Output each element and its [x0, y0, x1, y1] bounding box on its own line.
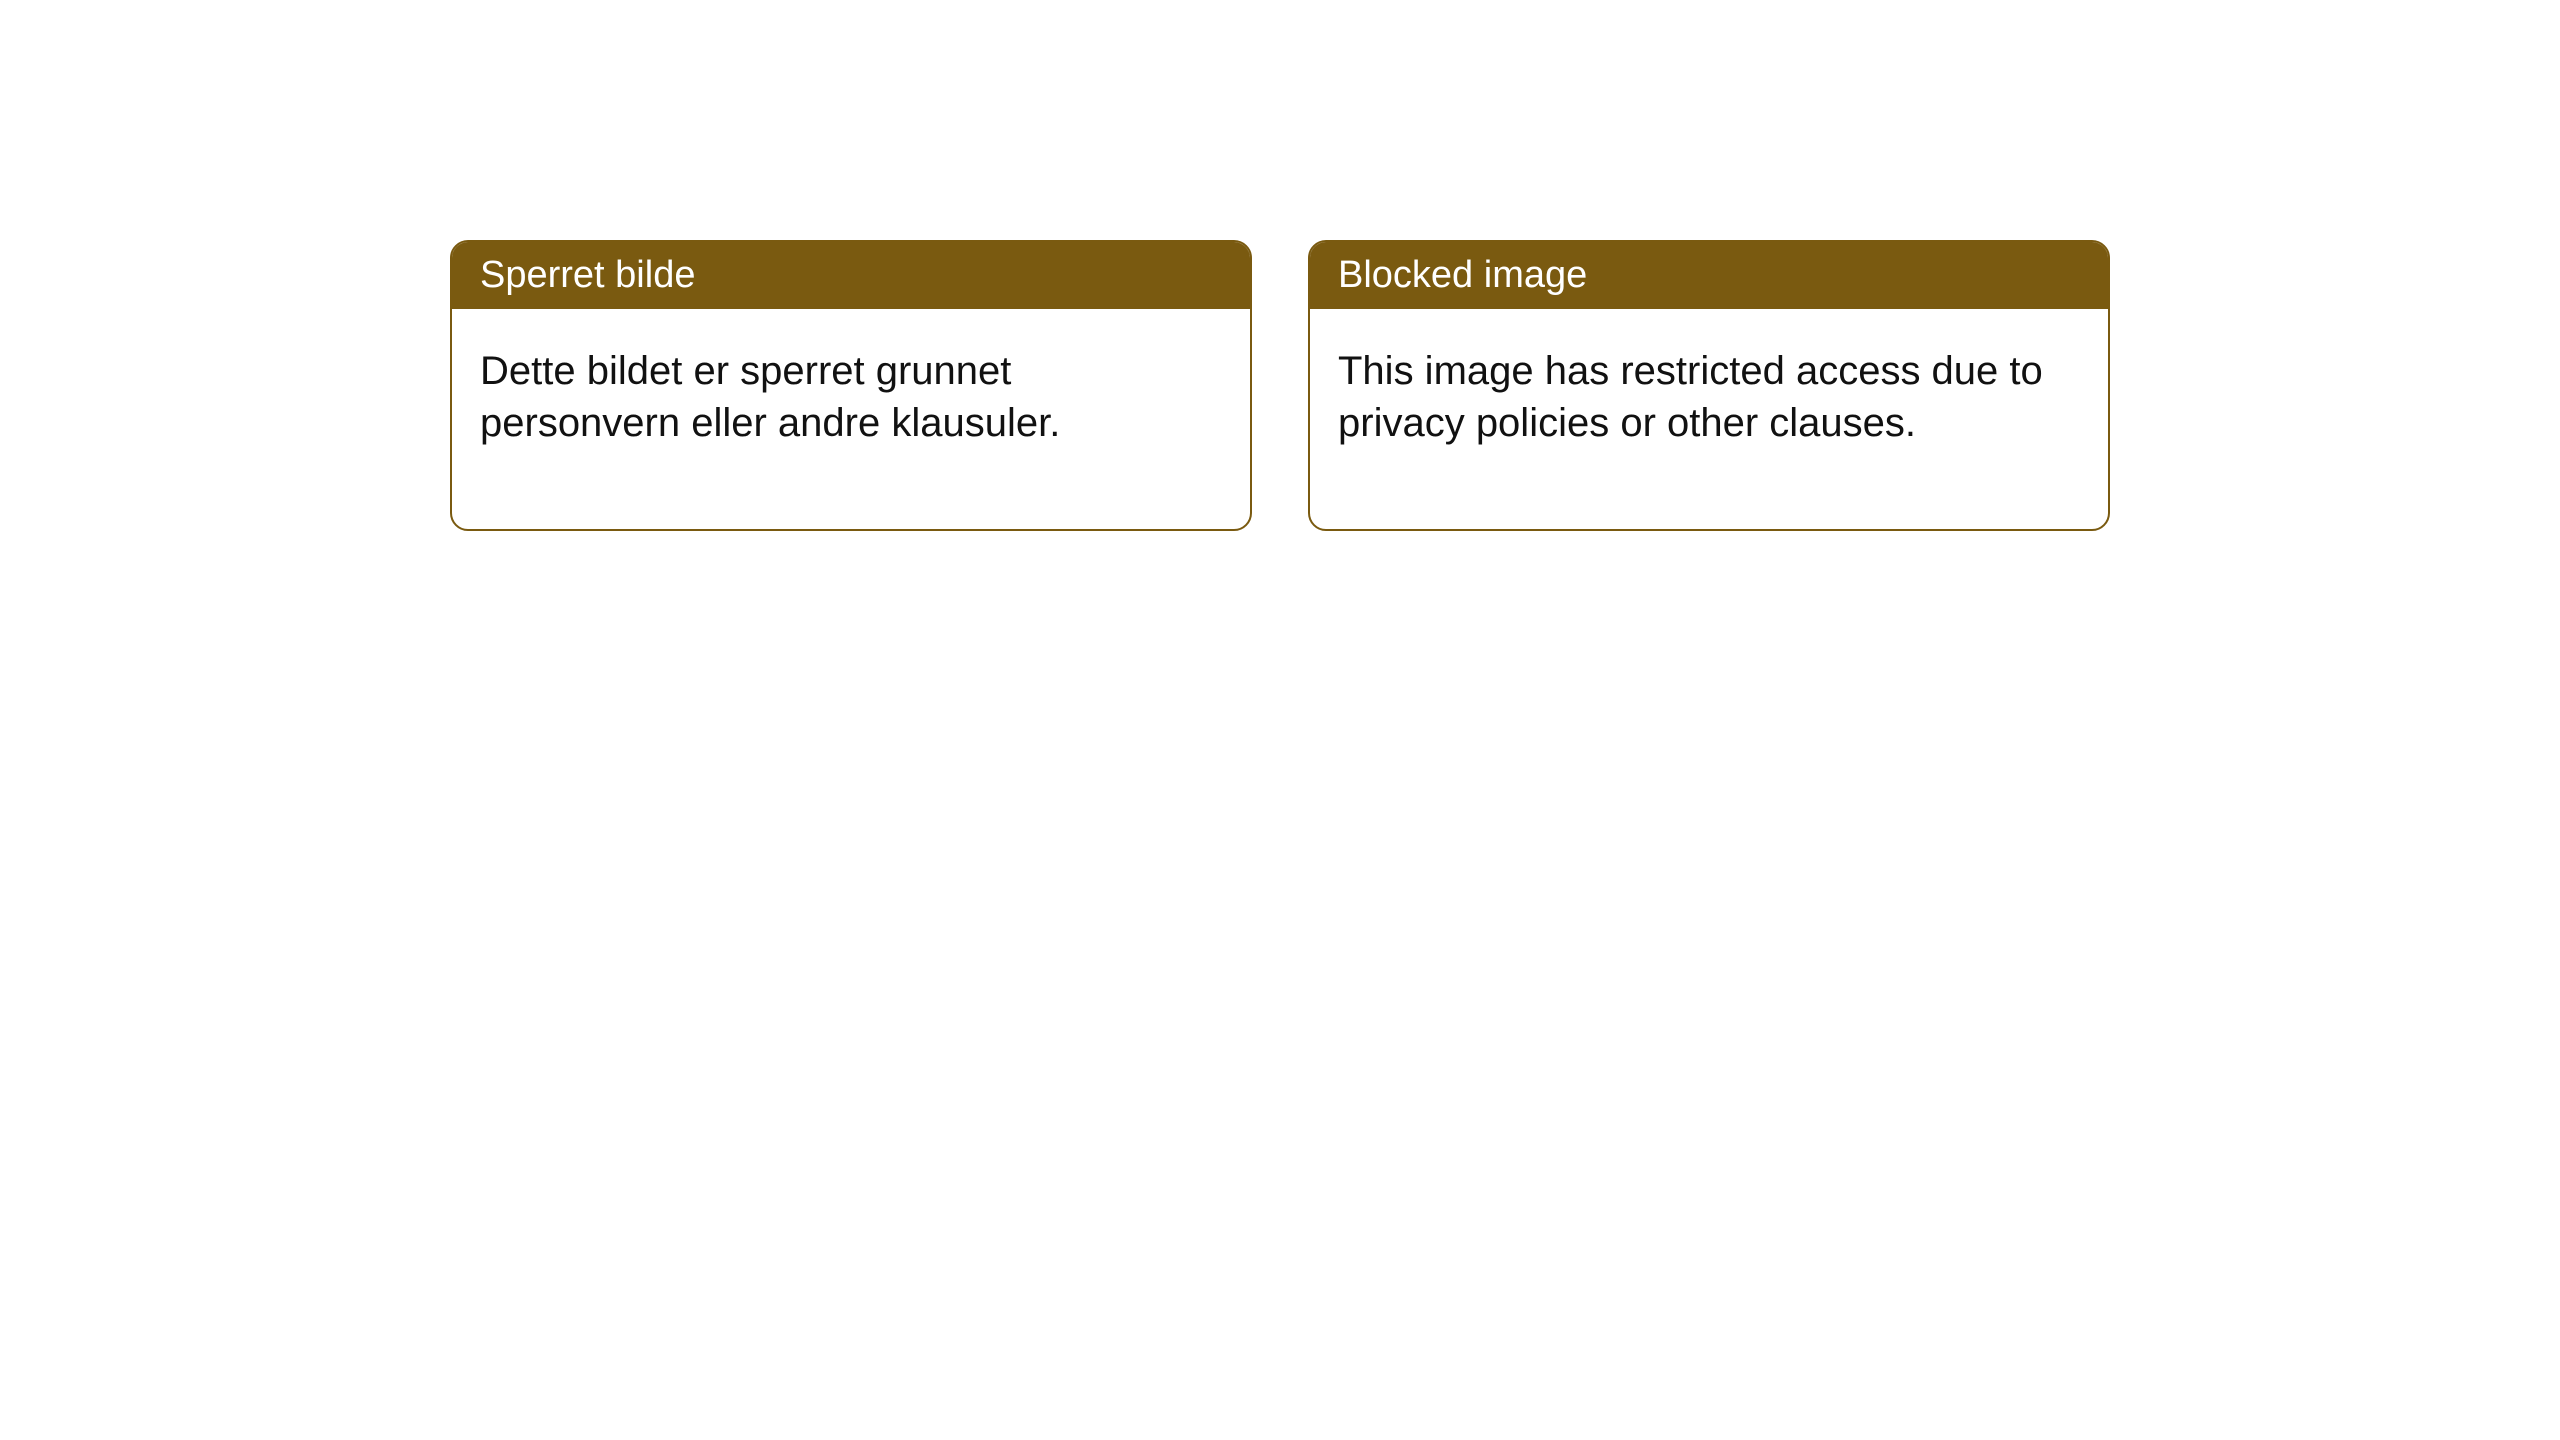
notice-card-english: Blocked image This image has restricted …	[1308, 240, 2110, 531]
notice-body: Dette bildet er sperret grunnet personve…	[452, 309, 1250, 529]
notice-title: Blocked image	[1338, 254, 1587, 296]
notice-title: Sperret bilde	[480, 254, 695, 296]
notice-container: Sperret bilde Dette bildet er sperret gr…	[0, 0, 2560, 531]
notice-message: This image has restricted access due to …	[1338, 349, 2043, 445]
notice-header: Blocked image	[1310, 242, 2108, 309]
notice-body: This image has restricted access due to …	[1310, 309, 2108, 529]
notice-message: Dette bildet er sperret grunnet personve…	[480, 349, 1060, 445]
notice-card-norwegian: Sperret bilde Dette bildet er sperret gr…	[450, 240, 1252, 531]
notice-header: Sperret bilde	[452, 242, 1250, 309]
